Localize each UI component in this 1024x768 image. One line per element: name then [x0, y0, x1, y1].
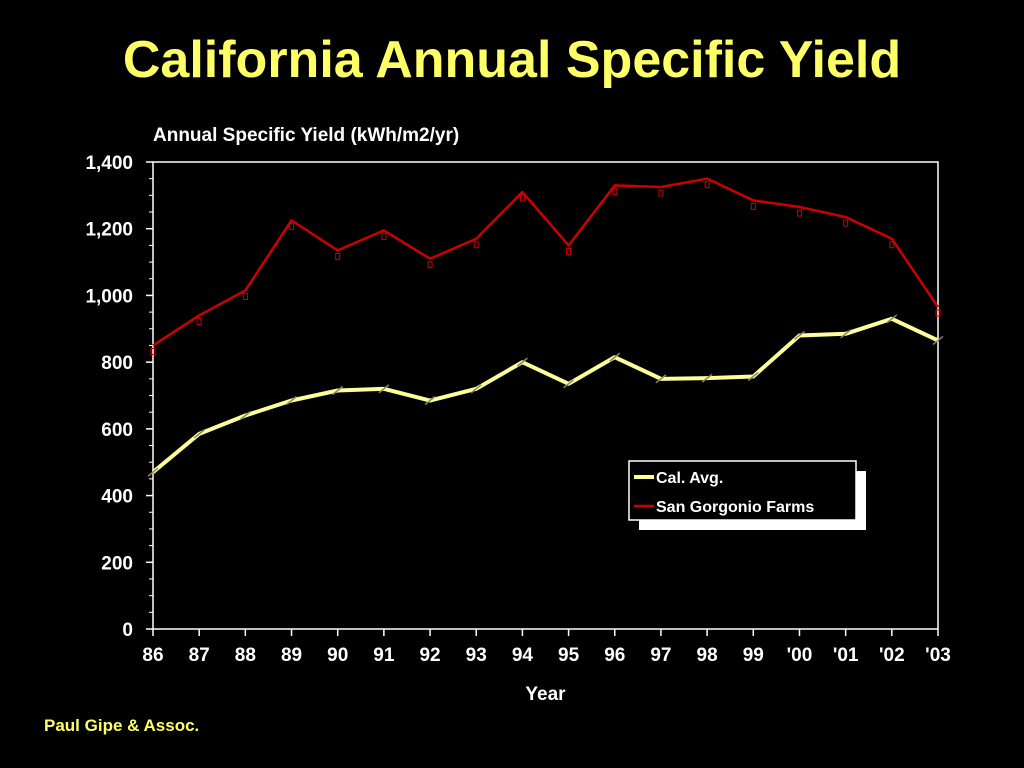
data-point [701, 373, 713, 383]
y-axis-title: Annual Specific Yield (kWh/m2/yr) [153, 125, 459, 146]
data-point [378, 384, 390, 394]
x-tick-label: 91 [373, 645, 395, 666]
x-tick-label: 93 [466, 645, 487, 666]
x-tick-label: '00 [787, 645, 813, 666]
data-point [239, 410, 251, 421]
data-point [332, 385, 344, 396]
y-tick-label: 1,400 [85, 153, 133, 174]
data-point [242, 292, 248, 300]
data-point [843, 219, 849, 227]
y-tick-label: 400 [101, 487, 133, 508]
y-tick-label: 600 [101, 420, 133, 441]
data-point [935, 309, 941, 317]
y-tick-label: 200 [101, 553, 133, 574]
series-line-cal-avg [151, 316, 939, 474]
series-layer [147, 177, 944, 477]
x-tick-label: 96 [604, 645, 625, 666]
x-tick-label: '01 [833, 645, 859, 666]
y-tick-label: 0 [122, 620, 133, 641]
data-point [886, 314, 898, 324]
data-point [704, 181, 710, 189]
data-point [427, 261, 433, 269]
plot-area [152, 161, 939, 630]
data-point [750, 202, 756, 210]
x-tick-label: 99 [743, 645, 764, 666]
data-point [609, 352, 621, 362]
data-point [289, 222, 295, 230]
data-point [193, 429, 205, 439]
data-point [794, 330, 805, 341]
x-tick-label: 88 [235, 645, 256, 666]
page-title: California Annual Specific Yield [122, 31, 902, 89]
data-point [658, 189, 664, 197]
data-point [889, 241, 895, 249]
data-point [286, 395, 297, 406]
plot-border [152, 161, 939, 630]
legend: Cal. Avg. San Gorgonio Farms [628, 460, 866, 530]
footer-credit: Paul Gipe & Assoc. [44, 716, 200, 735]
data-point [566, 247, 572, 255]
data-point [932, 335, 944, 346]
x-axis: 86 87 88 89 90 91 92 93 94 95 96 97 98 99 '00 '01 '02 '03 [142, 629, 951, 666]
data-point [519, 194, 525, 202]
data-point [473, 241, 479, 249]
y-tick-label: 1,200 [85, 220, 133, 241]
x-tick-label: 98 [697, 645, 718, 666]
y-tick-label: 800 [101, 353, 133, 374]
data-point [150, 347, 156, 355]
data-point [612, 187, 618, 195]
data-point [147, 467, 159, 477]
series-line-san-gorgonio [152, 177, 940, 347]
data-point [196, 317, 202, 325]
data-point [335, 252, 341, 260]
y-axis: 0 200 400 600 800 1,000 1,200 1,400 [85, 153, 153, 641]
x-tick-label: 89 [281, 645, 302, 666]
data-point [424, 395, 436, 406]
data-point [516, 357, 528, 367]
data-point [563, 379, 575, 389]
x-tick-label: '02 [879, 645, 905, 666]
x-tick-label: 90 [327, 645, 348, 666]
data-point [381, 232, 387, 240]
data-point [747, 371, 759, 382]
x-tick-label: 97 [650, 645, 671, 666]
x-tick-label: 94 [512, 645, 534, 666]
x-tick-label: 92 [419, 645, 440, 666]
data-point [796, 209, 802, 217]
data-point [470, 384, 482, 394]
x-axis-title: Year [525, 684, 566, 705]
legend-label-cal-avg: Cal. Avg. [656, 470, 723, 487]
x-tick-label: 86 [142, 645, 163, 666]
data-point [840, 329, 852, 339]
data-point [655, 374, 667, 384]
x-tick-label: '03 [925, 645, 951, 666]
legend-label-san-gorgonio: San Gorgonio Farms [656, 499, 814, 516]
legend-box [628, 460, 857, 521]
x-tick-label: 87 [189, 645, 210, 666]
y-tick-label: 1,000 [85, 286, 133, 307]
x-tick-label: 95 [558, 645, 580, 666]
